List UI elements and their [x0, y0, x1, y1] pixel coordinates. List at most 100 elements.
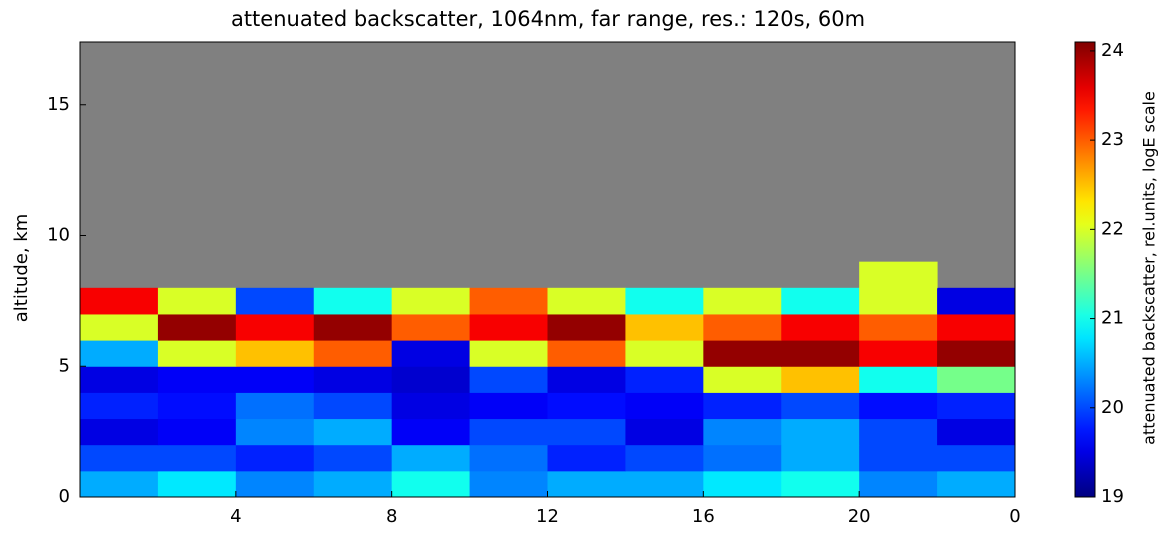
y-tick-label: 15	[47, 94, 70, 115]
heatmap-cell	[937, 444, 1016, 472]
heatmap-cell	[937, 366, 1016, 393]
heatmap-cell	[937, 418, 1016, 446]
heatmap-cell	[157, 287, 237, 315]
heatmap-cell	[625, 444, 704, 472]
heatmap-cell	[235, 470, 315, 498]
heatmap-cell	[80, 470, 159, 498]
heatmap-cell	[937, 470, 1016, 498]
heatmap-cell	[547, 313, 626, 341]
colorbar-tick-label: 23	[1101, 129, 1124, 150]
heatmap-cell	[157, 366, 237, 393]
heatmap-cell	[313, 287, 393, 315]
heatmap-cell	[469, 392, 548, 420]
heatmap-cell	[781, 287, 860, 315]
heatmap-cell	[157, 418, 237, 446]
heatmap-cell	[235, 313, 315, 341]
colorbar	[1074, 41, 1096, 498]
heatmap-cell	[859, 287, 938, 315]
heatmap-cell	[937, 340, 1016, 367]
heatmap-cell	[391, 418, 471, 446]
heatmap-cell	[235, 366, 315, 393]
heatmap-cell	[235, 392, 315, 420]
heatmap-cell	[547, 366, 626, 393]
colorbar-tick-label: 24	[1101, 40, 1124, 61]
x-tick-label: 4	[230, 506, 241, 527]
heatmap-cell	[937, 287, 1016, 315]
heatmap-cell	[235, 340, 315, 367]
heatmap-cell	[469, 313, 548, 341]
chart-title: attenuated backscatter, 1064nm, far rang…	[231, 7, 865, 31]
heatmap-cell	[625, 340, 704, 367]
heatmap-cell	[391, 392, 471, 420]
x-tick-label: 20	[848, 506, 871, 527]
heatmap-cell	[703, 340, 782, 367]
heatmap-cell	[781, 313, 860, 341]
heatmap-cell	[703, 444, 782, 472]
heatmap-cell	[80, 366, 159, 393]
heatmap-cell	[547, 444, 626, 472]
heatmap-cell	[469, 470, 548, 498]
heatmap-cell	[80, 287, 159, 315]
heatmap-cell	[703, 392, 782, 420]
heatmap-cell	[157, 340, 237, 367]
colorbar-tick-label: 21	[1101, 308, 1124, 329]
heatmap-cell	[859, 444, 938, 472]
heatmap-cell	[547, 470, 626, 498]
heatmap-cell	[469, 340, 548, 367]
y-tick-label: 5	[59, 355, 70, 376]
heatmap-cell	[937, 313, 1016, 341]
heatmap-cell	[625, 470, 704, 498]
heatmap-cell	[80, 418, 159, 446]
heatmap-cell	[859, 313, 938, 341]
heatmap-cell	[547, 418, 626, 446]
heatmap-cell	[80, 392, 159, 420]
heatmap-cell	[157, 444, 237, 472]
heatmap-cell	[157, 392, 237, 420]
heatmap-cell	[703, 287, 782, 315]
heatmap-cell	[391, 470, 471, 498]
heatmap-cell	[235, 418, 315, 446]
heatmap-cell	[313, 366, 393, 393]
heatmap-cell	[391, 444, 471, 472]
heatmap-cell	[703, 418, 782, 446]
x-tick-label: 0	[1009, 506, 1020, 527]
heatmap-cell	[235, 287, 315, 315]
colorbar-tick-label: 20	[1101, 397, 1124, 418]
heatmap-cell	[391, 340, 471, 367]
heatmap-cell	[313, 444, 393, 472]
x-tick-label: 8	[386, 506, 397, 527]
heatmap-cell	[391, 287, 471, 315]
colorbar-label: attenuated backscatter, rel.units, logE …	[1140, 91, 1159, 445]
heatmap-cell	[703, 470, 782, 498]
heatmap-cell	[781, 366, 860, 393]
y-axis-label: altitude, km	[11, 214, 32, 322]
heatmap-cell	[80, 444, 159, 472]
heatmap-cell	[781, 418, 860, 446]
y-tick-label: 10	[47, 225, 70, 246]
heatmap-cell	[313, 418, 393, 446]
heatmap-cell	[469, 366, 548, 393]
heatmap-cell	[313, 340, 393, 367]
heatmap-cell	[313, 313, 393, 341]
heatmap-cell	[625, 418, 704, 446]
heatmap-cell	[625, 392, 704, 420]
heatmap-cell	[859, 392, 938, 420]
heatmap-cell	[157, 313, 237, 341]
heatmap-cell	[937, 392, 1016, 420]
colorbar-tick-label: 19	[1101, 486, 1124, 507]
x-tick-label: 16	[692, 506, 715, 527]
heatmap-cell	[625, 313, 704, 341]
heatmap-cell	[391, 313, 471, 341]
heatmap-cell	[469, 444, 548, 472]
colorbar-tick-label: 22	[1101, 218, 1124, 239]
heatmap-cell	[781, 470, 860, 498]
heatmap-cell	[703, 366, 782, 393]
heatmap-cell	[859, 261, 938, 289]
heatmap-cell	[235, 444, 315, 472]
heatmap-cell	[781, 340, 860, 367]
heatmap-cell	[469, 287, 548, 315]
heatmap-cell	[469, 418, 548, 446]
heatmap-cell	[547, 340, 626, 367]
x-tick-label: 12	[536, 506, 559, 527]
